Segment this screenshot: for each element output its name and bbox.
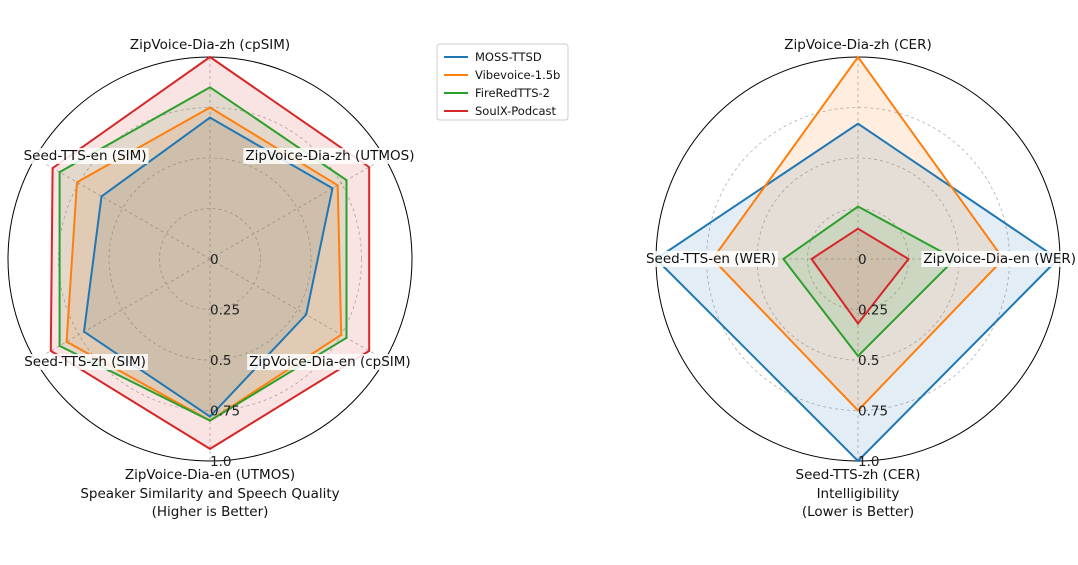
- legend-label: FireRedTTS-2: [475, 86, 550, 100]
- axis-label-background: [247, 354, 413, 370]
- legend-item-fireredtts-2: FireRedTTS-2: [444, 86, 550, 100]
- spoke-gridline: [34, 157, 211, 260]
- series-area-soulx-podcast: [811, 228, 909, 324]
- series-area-vibevoice-1-5b: [66, 107, 342, 421]
- intelligibility-radar-chart: 0 0.25 0.5 0.75 1.0 ZipVoice-Dia-zh (CER) ZipV…: [643, 37, 1078, 520]
- axis-label-zipvoice-dia-en-utmos: ZipVoice-Dia-en (UTMOS): [122, 467, 298, 483]
- axis-label-background: [21, 148, 149, 164]
- series-area-fireredtts-2: [59, 87, 347, 421]
- radial-tick-label: 0.75: [858, 404, 888, 420]
- series-line-moss-ttsd: [654, 122, 1060, 463]
- radial-tick-label: 0: [858, 252, 867, 268]
- axis-label-zipvoice-dia-en-cpsim: ZipVoice-Dia-en (cpSIM): [247, 354, 413, 370]
- axis-label-seed-tts-zh-sim: Seed-TTS-zh (SIM): [22, 354, 148, 370]
- chart-title: Intelligibility: [817, 486, 900, 502]
- radial-tick-label: 0: [210, 252, 219, 268]
- axis-label-text: ZipVoice-Dia-zh (UTMOS): [245, 148, 414, 164]
- series-line-soulx-podcast: [49, 55, 371, 451]
- axis-label-text: ZipVoice-Dia-en (WER): [923, 251, 1076, 267]
- axis-label-text: ZipVoice-Dia-zh (cpSIM): [130, 37, 290, 53]
- radial-tick-label: 0.5: [858, 353, 879, 369]
- axis-label-background: [127, 37, 293, 53]
- series-area-fireredtts-2: [783, 206, 955, 356]
- axis-label-background: [243, 148, 417, 164]
- legend-label: MOSS-TTSD: [475, 50, 542, 64]
- axis-label-background: [122, 467, 298, 483]
- series-line-soulx-podcast: [810, 227, 910, 326]
- legend-label: SoulX-Podcast: [475, 104, 556, 118]
- axis-label-background: [643, 251, 779, 267]
- axis-label-background: [22, 354, 148, 370]
- speaker-similarity-radar-chart: 0 0.25 0.5 0.75 1.0 ZipVoice-Dia-zh (cpSIM) Zi…: [7, 37, 417, 520]
- radial-tick-label: 0.25: [210, 303, 240, 319]
- axis-label-zipvoice-dia-zh-utmos: ZipVoice-Dia-zh (UTMOS): [243, 148, 417, 164]
- series-line-moss-ttsd: [82, 116, 334, 418]
- series-line-fireredtts-2: [58, 86, 348, 422]
- axis-label-seed-tts-zh-cer: Seed-TTS-zh (CER): [793, 467, 923, 483]
- series-area-vibevoice-1-5b: [712, 57, 1004, 411]
- series-area-moss-ttsd: [84, 117, 333, 417]
- legend-item-vibevoice-1-5b: Vibevoice-1.5b: [444, 68, 560, 82]
- axis-label-background: [793, 467, 923, 483]
- radial-tick-label: 1.0: [210, 454, 231, 470]
- axis-label-zipvoice-dia-zh-cer: ZipVoice-Dia-zh (CER): [782, 37, 934, 53]
- series-area-moss-ttsd: [656, 123, 1058, 461]
- legend-item-moss-ttsd: MOSS-TTSD: [444, 50, 542, 64]
- axis-label-zipvoice-dia-zh-cpsim: ZipVoice-Dia-zh (cpSIM): [127, 37, 293, 53]
- axis-label-text: Seed-TTS-en (WER): [646, 251, 776, 267]
- axis-label-zipvoice-dia-en-wer: ZipVoice-Dia-en (WER): [921, 251, 1078, 267]
- chart-subtitle: (Lower is Better): [802, 504, 914, 520]
- spoke-gridline: [209, 258, 386, 361]
- legend-item-soulx-podcast: SoulX-Podcast: [444, 104, 556, 118]
- chart-subtitle: (Higher is Better): [152, 504, 269, 520]
- spoke-gridline: [209, 157, 386, 260]
- radial-tick-label: 0.25: [858, 303, 888, 319]
- axis-label-background: [782, 37, 934, 53]
- radial-tick-label: 1.0: [858, 454, 879, 470]
- axis-label-seed-tts-en-sim: Seed-TTS-en (SIM): [21, 148, 149, 164]
- radial-gridline: [58, 107, 362, 411]
- legend-frame: [436, 43, 569, 121]
- radial-tick-label: 0.5: [210, 353, 231, 369]
- axis-label-text: Seed-TTS-en (SIM): [24, 148, 147, 164]
- series-line-vibevoice-1-5b: [711, 55, 1005, 412]
- spoke-gridline: [34, 258, 211, 361]
- axis-label-text: ZipVoice-Dia-zh (CER): [784, 37, 931, 53]
- axis-label-text: Seed-TTS-zh (CER): [796, 467, 921, 483]
- legend: MOSS-TTSD Vibevoice-1.5b FireRedTTS-2 SoulX…: [436, 43, 569, 121]
- axis-label-text: Seed-TTS-zh (SIM): [24, 354, 146, 370]
- radial-tick-label: 0.75: [210, 404, 240, 420]
- axis-label-text: ZipVoice-Dia-en (cpSIM): [249, 354, 411, 370]
- axis-label-text: ZipVoice-Dia-en (UTMOS): [125, 467, 295, 483]
- axis-label-background: [921, 251, 1078, 267]
- chart-title: Speaker Similarity and Speech Quality: [80, 486, 339, 502]
- legend-label: Vibevoice-1.5b: [475, 68, 560, 82]
- axis-label-seed-tts-en-wer: Seed-TTS-en (WER): [643, 251, 779, 267]
- radial-gridline: [108, 157, 312, 361]
- series-line-fireredtts-2: [781, 205, 957, 358]
